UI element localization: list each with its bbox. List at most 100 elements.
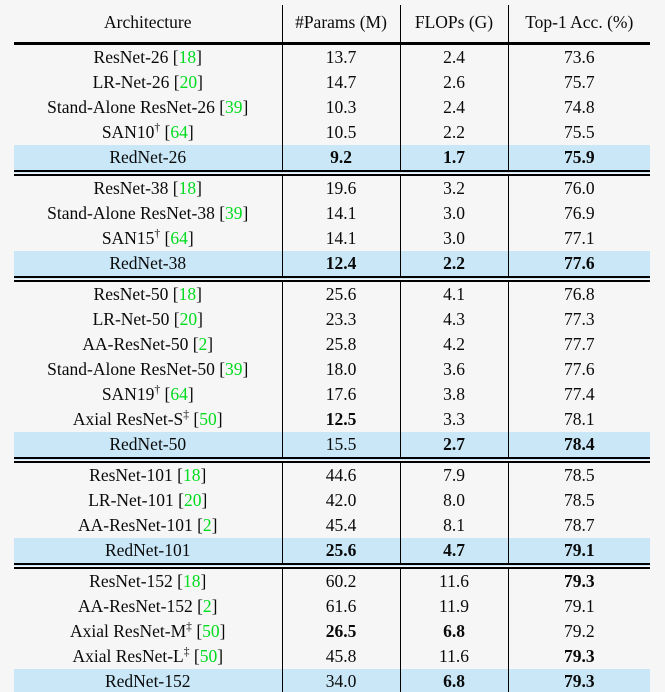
params-cell: 34.0 [281, 669, 400, 692]
citation-number: 18 [178, 178, 197, 198]
model-name: ResNet-101 [89, 465, 173, 485]
citation-number: 64 [170, 384, 188, 404]
architecture-cell: ResNet-38 [18] [14, 170, 282, 201]
model-name: Axial ResNet-L [72, 646, 184, 666]
citation-ref: [50] [189, 646, 224, 666]
architecture-cell: ResNet-26 [18] [14, 44, 282, 71]
table-section-3: ResNet-50 [18] 25.6 4.1 76.8 LR-Net-50 [20] 2… [14, 276, 650, 460]
flops-cell: 7.9 [399, 457, 508, 488]
architecture-cell: RedNet-50 [14, 432, 282, 460]
flops-cell: 3.3 [399, 407, 508, 432]
table-row: Axial ResNet-L‡ [50] 45.8 11.6 79.3 [14, 644, 650, 669]
params-cell: 15.5 [281, 432, 400, 460]
table-row: ResNet-50 [18] 25.6 4.1 76.8 [14, 276, 650, 307]
table-row: Stand-Alone ResNet-38 [39] 14.1 3.0 76.9 [14, 201, 650, 226]
citation-number: 2 [202, 515, 212, 535]
params-cell: 45.8 [281, 644, 400, 669]
citation-number: 50 [199, 646, 218, 666]
model-name: RedNet-101 [104, 540, 191, 560]
acc-cell: 78.7 [507, 513, 650, 538]
citation-number: 2 [202, 596, 212, 616]
architecture-cell: Stand-Alone ResNet-38 [39] [14, 201, 282, 226]
architecture-cell: ResNet-101 [18] [14, 457, 282, 488]
citation-ref: [20] [169, 309, 203, 329]
citation-ref: [2] [192, 596, 218, 616]
table-header: Architecture #Params (M) FLOPs (G) Top-1… [14, 5, 650, 45]
acc-cell: 73.6 [507, 43, 650, 70]
acc-cell: 79.1 [507, 594, 650, 619]
architecture-cell: Stand-Alone ResNet-26 [39] [14, 95, 282, 120]
architecture-cell: LR-Net-101 [20] [14, 488, 282, 513]
citation-ref: [39] [214, 97, 249, 117]
acc-cell: 79.3 [507, 669, 650, 692]
params-cell: 25.6 [281, 538, 400, 566]
model-name: ResNet-152 [89, 571, 173, 591]
acc-cell: 78.5 [507, 457, 650, 488]
citation-ref: [64] [160, 122, 194, 142]
citation-number: 39 [225, 359, 243, 379]
citation-ref: [18] [168, 47, 202, 67]
params-cell: 10.3 [281, 95, 400, 120]
citation-number: 18 [178, 284, 197, 304]
table-row: SAN19† [64] 17.6 3.8 77.4 [14, 382, 650, 407]
citation-ref: [20] [169, 72, 203, 92]
citation-number: 50 [202, 621, 220, 641]
acc-cell: 77.6 [507, 251, 650, 279]
acc-cell: 75.5 [507, 120, 650, 145]
flops-cell: 4.7 [399, 538, 508, 566]
model-name: RedNet-50 [109, 434, 187, 454]
column-header-top1-acc: Top-1 Acc. (%) [507, 5, 650, 45]
table-section-4: ResNet-101 [18] 44.6 7.9 78.5 LR-Net-101 [20… [14, 457, 650, 566]
dagger-mark: ‡ [186, 621, 192, 634]
params-cell: 17.6 [281, 382, 400, 407]
table-row: Axial ResNet-M‡ [50] 26.5 6.8 79.2 [14, 619, 650, 644]
acc-cell: 74.8 [507, 95, 650, 120]
params-cell: 14.7 [281, 70, 400, 95]
flops-cell: 2.2 [399, 251, 508, 279]
table-row: AA-ResNet-152 [2] 61.6 11.9 79.1 [14, 594, 650, 619]
flops-cell: 3.2 [399, 170, 508, 201]
acc-cell: 76.0 [507, 170, 650, 201]
model-name: AA-ResNet-101 [78, 515, 193, 535]
model-name: SAN19 [101, 384, 155, 404]
table-row: AA-ResNet-50 [2] 25.8 4.2 77.7 [14, 332, 650, 357]
architecture-cell: ResNet-50 [18] [14, 276, 282, 307]
flops-cell: 6.8 [399, 669, 508, 692]
model-name: Axial ResNet-S [72, 409, 184, 429]
architecture-cell: ResNet-152 [18] [14, 563, 282, 594]
flops-cell: 11.9 [399, 594, 508, 619]
architecture-cell: AA-ResNet-152 [2] [14, 594, 282, 619]
architecture-cell: SAN15† [64] [14, 226, 282, 251]
table-row: ResNet-101 [18] 44.6 7.9 78.5 [14, 457, 650, 488]
acc-cell: 77.1 [507, 226, 650, 251]
acc-cell: 78.1 [507, 407, 650, 432]
table-row: RedNet-50 15.5 2.7 78.4 [14, 432, 650, 460]
table-row: SAN15† [64] 14.1 3.0 77.1 [14, 226, 650, 251]
architecture-cell: Axial ResNet-M‡ [50] [14, 619, 282, 644]
dagger-mark: † [154, 228, 161, 241]
model-name: RedNet-26 [109, 147, 187, 167]
citation-ref: [39] [214, 359, 249, 379]
table-row: ResNet-26 [18] 13.7 2.4 73.6 [14, 43, 650, 71]
citation-ref: [2] [192, 515, 218, 535]
citation-number: 64 [170, 228, 188, 248]
model-name: AA-ResNet-152 [78, 596, 193, 616]
params-cell: 25.6 [281, 276, 400, 307]
citation-number: 2 [198, 334, 208, 354]
column-header-flops: FLOPs (G) [399, 5, 508, 45]
dagger-mark: † [154, 122, 161, 135]
params-cell: 61.6 [281, 594, 400, 619]
model-name: Axial ResNet-M [70, 621, 187, 641]
table-row: AA-ResNet-101 [2] 45.4 8.1 78.7 [14, 513, 650, 538]
architecture-cell: AA-ResNet-50 [2] [14, 332, 282, 357]
table-row: Stand-Alone ResNet-26 [39] 10.3 2.4 74.8 [14, 95, 650, 120]
acc-cell: 78.5 [507, 488, 650, 513]
table-row: RedNet-38 12.4 2.2 77.6 [14, 251, 650, 279]
acc-cell: 79.3 [507, 644, 650, 669]
citation-number: 50 [199, 409, 217, 429]
flops-cell: 2.7 [399, 432, 508, 460]
params-cell: 44.6 [281, 457, 400, 488]
flops-cell: 2.4 [399, 95, 508, 120]
results-table: Architecture #Params (M) FLOPs (G) Top-1… [14, 5, 650, 692]
